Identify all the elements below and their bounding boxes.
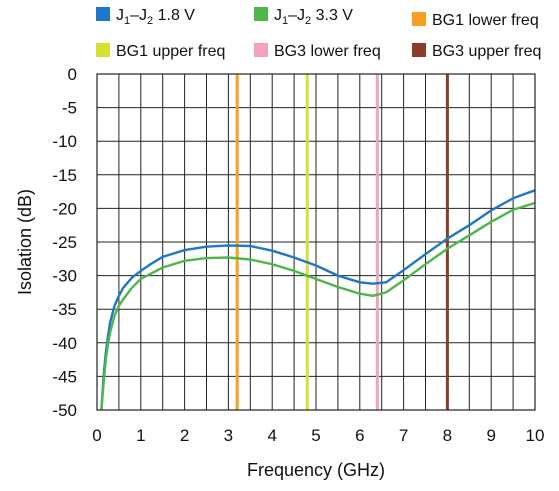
x-tick-label: 8 [443, 426, 452, 445]
y-axis-title: Isolation (dB) [15, 189, 35, 295]
y-tick-label: -25 [52, 233, 77, 252]
y-tick-label: -5 [62, 99, 77, 118]
y-tick-label: -20 [52, 199, 77, 218]
y-tick-label: -45 [52, 367, 77, 386]
legend-label: BG1 lower freq [432, 12, 539, 29]
x-tick-labels: 0 1 2 3 4 5 6 7 8 9 10 [92, 426, 544, 445]
series-line-2 [100, 201, 536, 411]
legend-item: BG3 lower freq [254, 43, 381, 60]
x-tick-label: 7 [399, 426, 408, 445]
legend-swatch [96, 43, 110, 57]
y-tick-label: 0 [68, 65, 77, 84]
legend-swatch [412, 12, 426, 26]
band-markers [235, 74, 449, 410]
x-tick-label: 9 [486, 426, 495, 445]
legend-swatch [96, 7, 110, 21]
x-tick-label: 1 [136, 426, 145, 445]
y-tick-labels: 0 -5 -10 -15 -20 -25 -30 -35 -40 -45 -50 [52, 65, 77, 420]
legend-swatch [254, 7, 268, 21]
x-tick-label: 5 [311, 426, 320, 445]
data-series [100, 189, 536, 411]
y-tick-label: -50 [52, 401, 77, 420]
legend-item: BG3 upper freq [412, 43, 541, 60]
x-tick-label: 3 [224, 426, 233, 445]
legend-label: J1–J2 3.3 V [274, 7, 353, 27]
y-tick-label: -15 [52, 166, 77, 185]
x-tick-label: 6 [355, 426, 364, 445]
y-tick-label: -30 [52, 267, 77, 286]
legend-item: J1–J2 1.8 V [96, 7, 195, 27]
legend-label: BG3 upper freq [432, 43, 541, 60]
y-tick-label: -35 [52, 300, 77, 319]
chart-legend: J1–J2 1.8 V J1–J2 3.3 V BG1 lower freq BG1 … [96, 7, 541, 60]
legend-item: BG1 lower freq [412, 12, 539, 29]
y-tick-label: -10 [52, 132, 77, 151]
legend-item: BG1 upper freq [96, 43, 225, 60]
legend-label: BG1 upper freq [116, 43, 225, 60]
series-line-1 [100, 189, 536, 411]
x-axis-title: Frequency (GHz) [247, 460, 385, 480]
x-tick-label: 0 [92, 426, 101, 445]
legend-swatch [254, 43, 268, 57]
chart-grid [96, 73, 536, 411]
legend-swatch [412, 43, 426, 57]
legend-item: J1–J2 3.3 V [254, 7, 353, 27]
plot-frame [96, 73, 536, 411]
x-tick-label: 10 [526, 426, 545, 445]
legend-label: J1–J2 1.8 V [116, 7, 195, 27]
y-tick-label: -40 [52, 334, 77, 353]
x-tick-label: 4 [267, 426, 276, 445]
x-tick-label: 2 [180, 426, 189, 445]
legend-label: BG3 lower freq [274, 43, 381, 60]
